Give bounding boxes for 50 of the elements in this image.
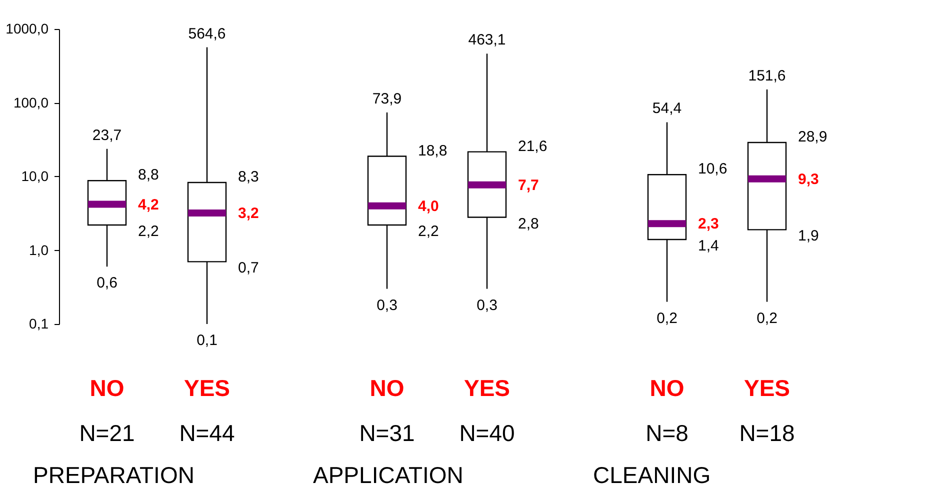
x-tick-label: YES — [464, 375, 510, 401]
annotation: 564,6 — [188, 25, 226, 42]
annotation: 10,6 — [698, 160, 728, 178]
annotation: 1,9 — [798, 228, 819, 245]
annotation: 54,4 — [652, 100, 682, 118]
x-tick-label: YES — [744, 375, 790, 401]
annotation: 0,6 — [96, 274, 118, 292]
text: PREPARATION — [33, 462, 194, 485]
annotation: 9,3 — [798, 170, 819, 188]
annotation: 0,7 — [238, 260, 259, 277]
text: N=31 — [359, 420, 415, 446]
text: N=18 — [739, 420, 795, 446]
annotation: 23,7 — [92, 126, 122, 144]
y-tick-label: 100,0 — [13, 94, 49, 110]
y-tick-label: 10,0 — [21, 168, 49, 184]
x-tick-label: NO — [650, 375, 684, 401]
text: N=44 — [179, 420, 236, 446]
text: N=40 — [459, 420, 515, 446]
annotation: 0,2 — [756, 310, 778, 327]
x-tick-label: NO — [370, 375, 404, 401]
x-tick-label: NO — [90, 375, 124, 401]
annotation: 8,3 — [238, 168, 259, 186]
annotation: 3,2 — [238, 204, 259, 222]
y-tick-label: 0,1 — [29, 316, 49, 332]
annotation: 8,8 — [138, 166, 159, 184]
text: APPLICATION — [313, 462, 464, 485]
annotation: 151,6 — [748, 67, 786, 84]
annotation: 1,4 — [698, 237, 719, 254]
annotation: 0,3 — [376, 296, 398, 314]
annotation: 18,8 — [418, 142, 448, 160]
annotation: 463,1 — [468, 32, 506, 49]
text: N=8 — [646, 420, 688, 446]
annotation: 4,2 — [138, 196, 159, 214]
text: CLEANING — [593, 462, 711, 485]
annotation: 2,2 — [138, 222, 159, 240]
y-tick-label: 1000,0 — [6, 20, 49, 36]
annotation: 2,8 — [518, 215, 539, 232]
annotation: 2,3 — [698, 216, 719, 233]
annotation: 7,7 — [518, 176, 539, 194]
annotation: 0,2 — [656, 310, 678, 327]
text: N=21 — [79, 420, 135, 446]
x-tick-label: YES — [184, 375, 230, 401]
annotation: 21,6 — [518, 138, 548, 155]
annotation: 4,0 — [418, 198, 439, 215]
annotation: 2,2 — [418, 222, 439, 240]
text: 0,1 — [196, 332, 218, 349]
annotation: 73,9 — [372, 90, 402, 108]
annotation: 0,3 — [476, 296, 498, 314]
y-tick-label: 1,0 — [29, 242, 49, 258]
annotation: 28,9 — [798, 128, 828, 146]
